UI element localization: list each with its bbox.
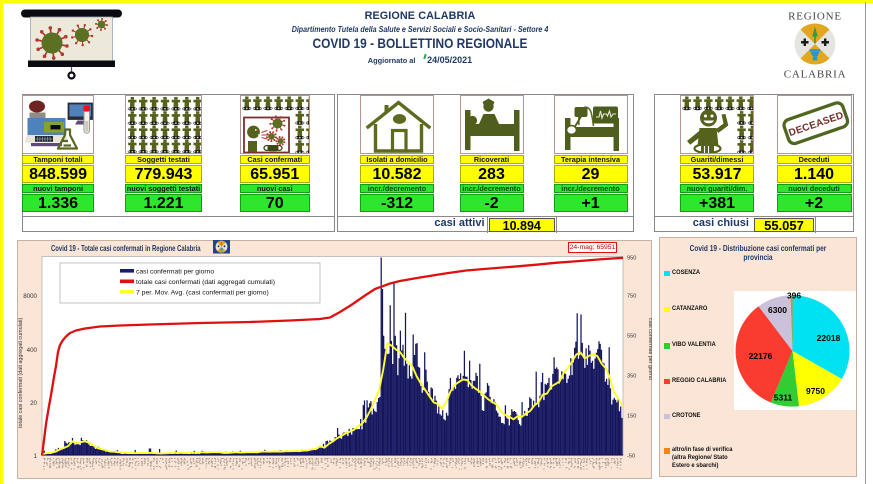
svg-text:casi confermati per giorno: casi confermati per giorno [647,318,652,380]
svg-text:20: 20 [30,400,37,407]
svg-text:7 per. Mov. Avg. (casi conferm: 7 per. Mov. Avg. (casi confermati per gi… [136,290,269,297]
svg-text:750: 750 [627,294,636,300]
svg-text:22018: 22018 [817,333,841,343]
svg-text:550: 550 [627,334,636,340]
svg-text:totale casi confermati (dati a: totale casi confermati (dati aggregati c… [136,279,275,286]
svg-text:casi confermati per giorno: casi confermati per giorno [136,269,214,276]
svg-text:8000: 8000 [23,293,37,300]
svg-text:350: 350 [627,374,636,380]
svg-text:totale casi confermati (dati a: totale casi confermati (dati aggregati c… [18,318,24,428]
svg-text:400: 400 [27,347,38,354]
svg-text:REGIONE: REGIONE [788,11,842,23]
svg-text:CALABRIA: CALABRIA [784,69,847,81]
svg-text:150: 150 [627,414,636,420]
svg-text:6300: 6300 [768,305,787,315]
svg-text:9750: 9750 [806,386,825,396]
svg-text:950: 950 [627,256,636,262]
svg-text:5311: 5311 [774,393,793,403]
svg-text:22176: 22176 [749,351,773,361]
svg-text:396: 396 [787,291,801,301]
svg-text:-50: -50 [627,454,635,460]
svg-text:1: 1 [34,453,38,460]
